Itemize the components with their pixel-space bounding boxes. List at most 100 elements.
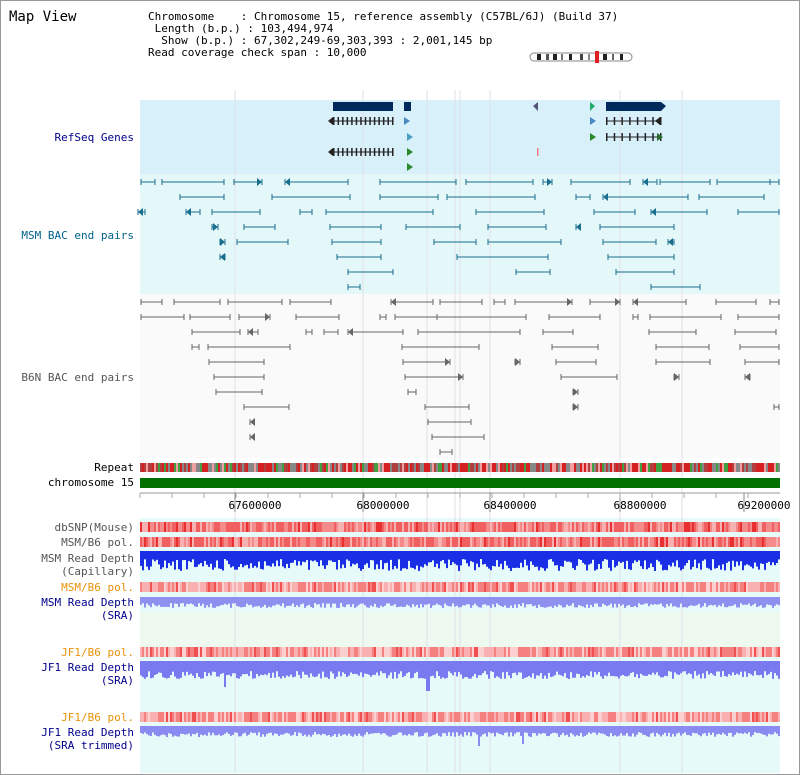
jf1-depth-trim[interactable] (140, 726, 780, 746)
gene-exon[interactable] (636, 133, 639, 141)
refseq-genes[interactable] (328, 102, 666, 171)
gene-arrow[interactable] (657, 133, 663, 141)
repeat-block (672, 463, 674, 472)
gene-exon[interactable] (337, 148, 340, 156)
chromosome-bar[interactable] (140, 478, 780, 488)
track-label-msm-bac[interactable]: MSM BAC end pairs (21, 229, 134, 242)
gene-exon[interactable] (382, 117, 385, 125)
gene-exon[interactable] (387, 148, 389, 156)
gene-exon[interactable] (369, 148, 371, 156)
ideogram-position-marker[interactable] (595, 51, 599, 63)
track-label-msm-depth-cap[interactable]: MSM Read Depth (41, 552, 134, 565)
gene-exon[interactable] (364, 117, 367, 125)
chromosome-ideogram[interactable] (529, 51, 633, 63)
gene-exon[interactable] (392, 117, 394, 125)
gene-exon[interactable] (337, 117, 340, 125)
gene-exon[interactable] (621, 117, 623, 125)
gene-exon[interactable] (342, 117, 344, 125)
dbsnp-strip[interactable] (140, 522, 780, 532)
gene-arrow[interactable] (404, 117, 410, 125)
track-label-msm-depth-sra[interactable]: MSM Read Depth (41, 596, 134, 609)
gene-exon[interactable] (351, 148, 353, 156)
gene-arrow[interactable] (590, 133, 596, 141)
gene-exon[interactable] (369, 117, 371, 125)
gene-exon[interactable] (360, 148, 362, 156)
track-label-jf1-depth-trim[interactable]: JF1 Read Depth (41, 726, 134, 739)
track-label-jf1-b6-pol-1[interactable]: JF1/B6 pol. (61, 646, 134, 659)
jf1-depth-sra[interactable] (140, 661, 780, 691)
track-label-msm-b6-pol-1[interactable]: MSM/B6 pol. (61, 536, 134, 549)
gene-arrow[interactable] (333, 102, 338, 111)
gene-exon[interactable] (382, 148, 385, 156)
msm-b6-pol-strip-1[interactable] (140, 537, 780, 547)
msm-depth-sra[interactable] (140, 597, 780, 608)
track-features[interactable] (137, 51, 780, 746)
gene-exon[interactable] (342, 148, 344, 156)
gene-exon[interactable] (629, 133, 631, 141)
msm-b6-pol-strip-2[interactable] (140, 582, 780, 592)
gene-exon[interactable] (351, 117, 353, 125)
gene-block[interactable] (606, 102, 661, 111)
gene-exon[interactable] (378, 117, 380, 125)
gene-exon[interactable] (537, 148, 539, 156)
gene-exon[interactable] (378, 148, 380, 156)
track-label-repeat[interactable]: Repeat (94, 461, 134, 474)
gene-exon[interactable] (355, 148, 358, 156)
gene-exon[interactable] (346, 117, 349, 125)
depth-bar (418, 726, 420, 737)
msm-depth-capillary[interactable] (140, 551, 780, 571)
track-label-dbsnp[interactable]: dbSNP(Mouse) (54, 521, 134, 534)
b6n-bac-pairs[interactable] (140, 298, 780, 455)
gene-exon[interactable] (652, 117, 654, 125)
gene-exon[interactable] (613, 133, 616, 141)
gene-exon[interactable] (360, 117, 362, 125)
gene-exon[interactable] (606, 117, 608, 125)
gene-block[interactable] (333, 102, 393, 111)
gene-arrow[interactable] (655, 117, 660, 125)
msm-bac-pairs[interactable] (137, 178, 780, 290)
gene-exon[interactable] (606, 133, 608, 141)
gene-exon[interactable] (613, 117, 616, 125)
gene-exon[interactable] (392, 148, 394, 156)
gene-arrow[interactable] (328, 117, 333, 125)
gene-exon[interactable] (364, 148, 367, 156)
repeat-track[interactable] (140, 463, 780, 472)
gene-exon[interactable] (333, 148, 335, 156)
gene-exon[interactable] (660, 117, 662, 125)
gene-exon[interactable] (644, 133, 647, 141)
gene-exon[interactable] (621, 133, 623, 141)
gene-exon[interactable] (644, 117, 647, 125)
track-label-chromosome[interactable]: chromosome 15 (47, 476, 134, 489)
gene-arrow[interactable] (661, 102, 666, 111)
gene-exon[interactable] (355, 117, 358, 125)
gene-block[interactable] (404, 102, 411, 111)
depth-bar (616, 661, 618, 677)
gene-exon[interactable] (373, 148, 376, 156)
gene-arrow[interactable] (590, 102, 595, 111)
gene-exon[interactable] (373, 117, 376, 125)
gene-exon[interactable] (652, 133, 654, 141)
gene-exon[interactable] (387, 117, 389, 125)
track-label-jf1-depth-sra[interactable]: JF1 Read Depth (41, 661, 134, 674)
gene-exon[interactable] (333, 117, 335, 125)
jf1-b6-pol-strip-2[interactable] (140, 712, 780, 722)
gene-arrow[interactable] (407, 163, 413, 171)
track-label-refseq-genes[interactable]: RefSeq Genes (54, 131, 134, 144)
gene-exon[interactable] (346, 148, 349, 156)
gene-arrow[interactable] (407, 148, 413, 156)
gene-arrow[interactable] (590, 117, 596, 125)
track-label-msm-b6-pol-2[interactable]: MSM/B6 pol. (61, 581, 134, 594)
gene-arrow[interactable] (328, 148, 333, 156)
depth-bar (540, 726, 542, 735)
track-label-b6n-bac[interactable]: B6N BAC end pairs (21, 371, 134, 384)
gene-arrow[interactable] (407, 133, 413, 141)
heat-cell (778, 712, 780, 722)
heat-cell (554, 522, 556, 532)
gene-exon[interactable] (636, 117, 639, 125)
jf1-b6-pol-strip-1[interactable] (140, 647, 780, 657)
gene-exon[interactable] (629, 117, 631, 125)
heat-cell (330, 537, 332, 547)
gene-arrow[interactable] (533, 102, 538, 111)
track-label-jf1-b6-pol-2[interactable]: JF1/B6 pol. (61, 711, 134, 724)
